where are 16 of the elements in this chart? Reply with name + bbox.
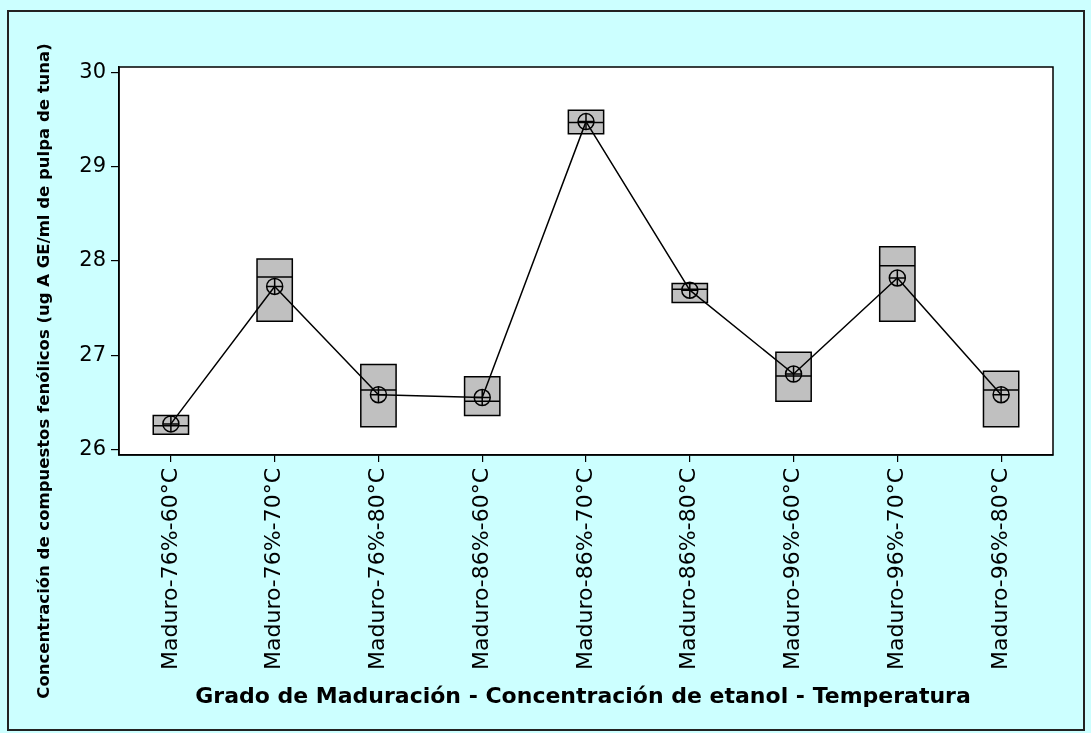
- x-tick-label: Maduro-96%-60°C: [779, 468, 805, 670]
- x-axis-title: Grado de Maduración - Concentración de etanol - Temperatura: [195, 682, 971, 708]
- x-tick-label: Maduro-96%-80°C: [986, 468, 1012, 670]
- x-tick-label: Maduro-76%-80°C: [364, 468, 390, 670]
- y-tick-label: 28: [79, 247, 106, 272]
- x-tick-label: Maduro-86%-70°C: [571, 468, 597, 670]
- y-axis-title: Concentración de compuestos fenólicos (ug A GE/ml de pulpa de tuna): [34, 43, 54, 699]
- y-tick-label: 26: [79, 435, 106, 460]
- x-tick-label: Maduro-86%-60°C: [467, 468, 493, 670]
- y-tick-label: 30: [79, 59, 106, 84]
- x-tick-label: Maduro-86%-80°C: [675, 468, 701, 670]
- x-tick-label: Maduro-76%-70°C: [260, 468, 286, 670]
- y-tick-label: 27: [79, 341, 106, 366]
- x-tick-label: Maduro-76%-60°C: [156, 468, 182, 670]
- y-tick-label: 29: [79, 153, 106, 178]
- x-tick-label: Maduro-96%-70°C: [883, 468, 909, 670]
